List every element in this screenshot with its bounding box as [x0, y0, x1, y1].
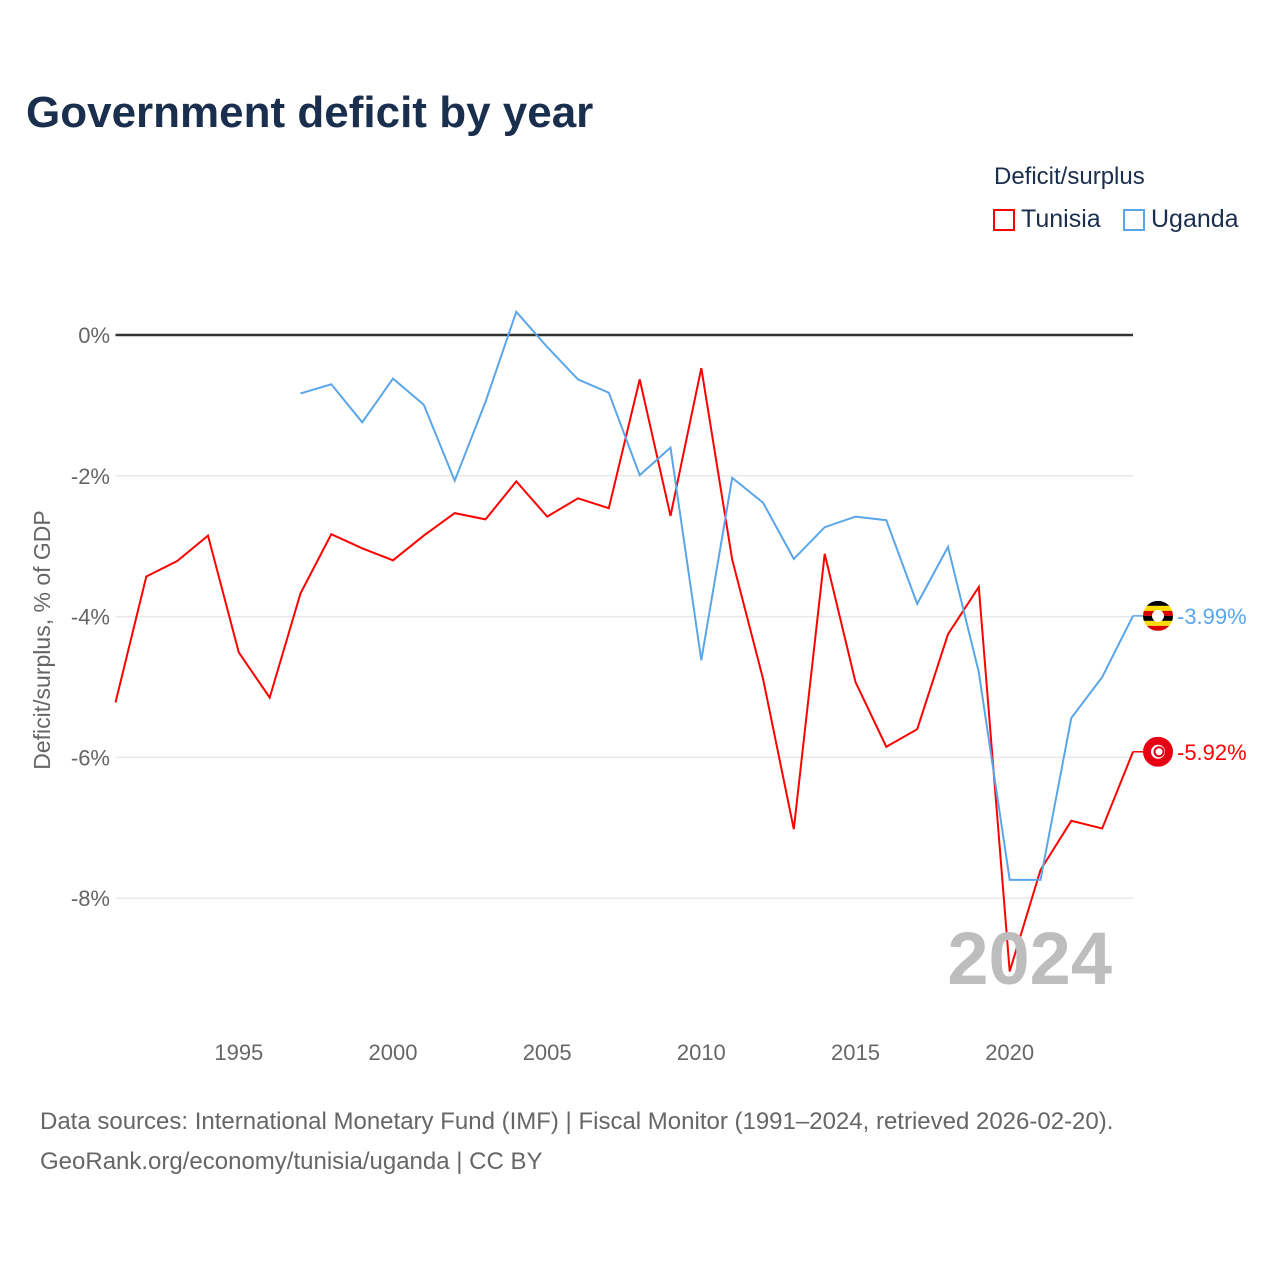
flag-crescent	[1153, 746, 1165, 758]
legend-label: Uganda	[1151, 205, 1239, 233]
y-tick-label: -8%	[71, 886, 110, 911]
flag-stripe	[1143, 625, 1173, 631]
flag-stripe	[1143, 600, 1173, 606]
end-value-label-uganda: -3.99%	[1177, 604, 1247, 629]
y-tick-label: -6%	[71, 745, 110, 770]
legend-item-tunisia[interactable]: Tunisia	[993, 205, 1101, 234]
flag-graphic	[1143, 600, 1173, 631]
legend-label: Tunisia	[1021, 205, 1101, 233]
x-tick-label: 2005	[523, 1040, 572, 1065]
x-tick-label: 2015	[831, 1040, 880, 1065]
y-tick-label: -4%	[71, 605, 110, 630]
legend-swatch-tunisia	[993, 208, 1015, 231]
y-axis-label: Deficit/surplus, % of GDP	[29, 510, 55, 769]
legend-item-uganda[interactable]: Uganda	[1123, 205, 1239, 234]
flag-emblem	[1152, 609, 1164, 622]
year-watermark: 2024	[947, 917, 1112, 1000]
y-tick-label: 0%	[78, 323, 110, 348]
x-tick-label: 2000	[369, 1040, 418, 1065]
flag-stripe	[1143, 620, 1173, 626]
legend-swatch-uganda	[1123, 208, 1145, 231]
y-tick-label: -2%	[71, 464, 110, 489]
series-line-uganda[interactable]	[300, 309, 1134, 881]
end-value-label-tunisia: -5.92%	[1177, 740, 1247, 765]
uganda-flag-icon	[1143, 600, 1173, 631]
x-tick-label: 1995	[214, 1040, 263, 1065]
source-line-1: Data sources: International Monetary Fun…	[40, 1108, 1114, 1135]
series-line-tunisia[interactable]	[114, 367, 1134, 972]
flag-stripe	[1143, 605, 1173, 611]
chart-title: Government deficit by year	[26, 88, 594, 137]
flag-graphic	[1143, 736, 1173, 767]
x-tick-label: 2020	[985, 1040, 1034, 1065]
legend-title: Deficit/surplus	[994, 163, 1145, 190]
tunisia-flag-icon	[1143, 736, 1173, 767]
source-line-2[interactable]: GeoRank.org/economy/tunisia/uganda | CC …	[40, 1148, 543, 1175]
x-tick-label: 2010	[677, 1040, 726, 1065]
